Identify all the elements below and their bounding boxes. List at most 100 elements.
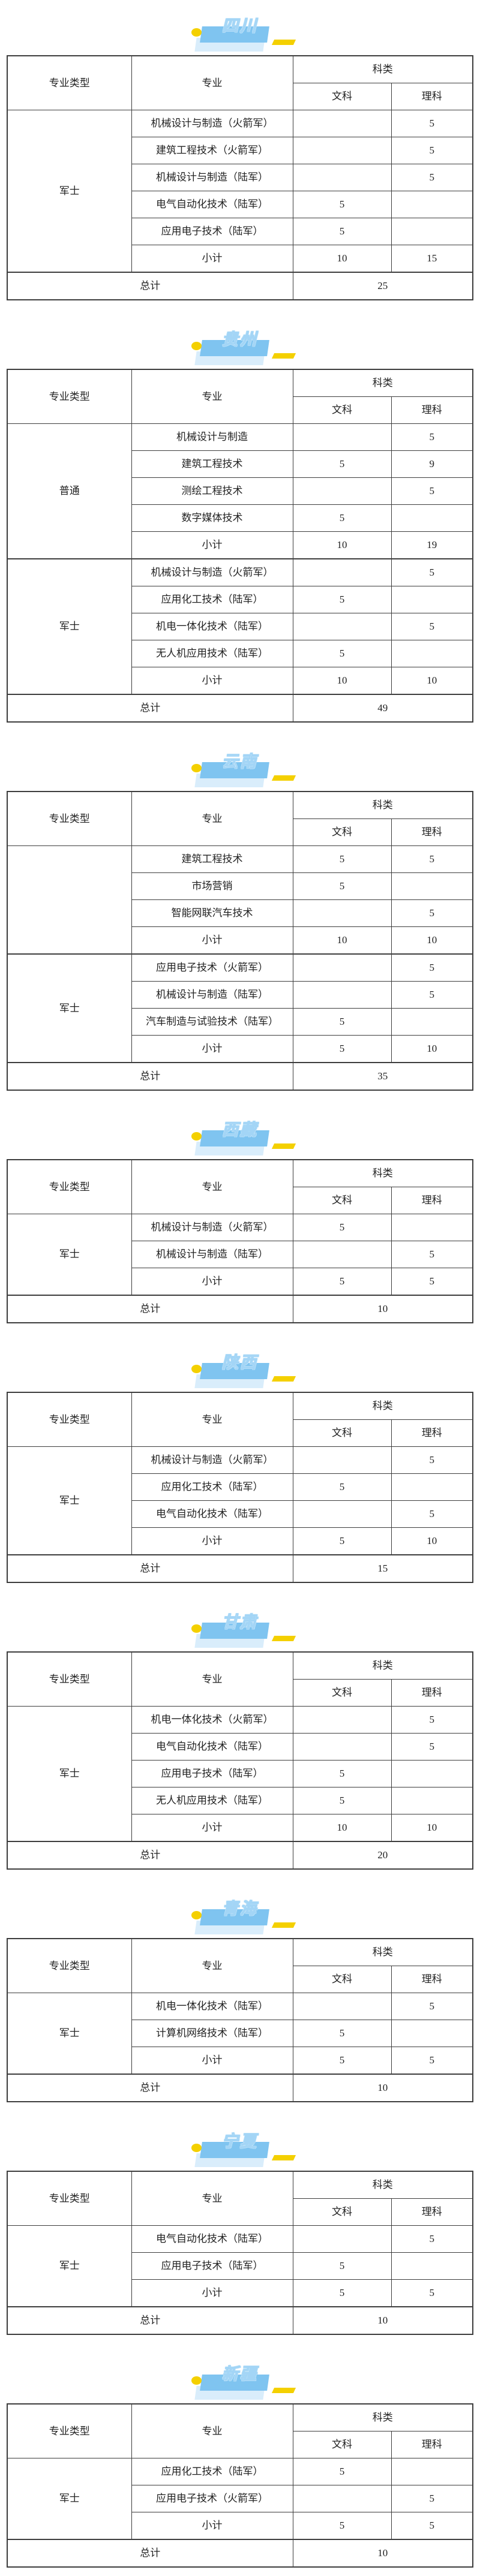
subtotal-row: 小计 10 10	[7, 667, 473, 695]
major-row: 电气自动化技术（陆军） 5	[7, 1733, 473, 1761]
major-cell: 应用电子技术（陆军）	[131, 218, 293, 245]
subtotal-science-cell: 5	[391, 2512, 473, 2540]
science-count-cell: 5	[391, 164, 473, 191]
liberal-arts-count-cell	[292, 477, 392, 505]
major-cell: 建筑工程技术	[131, 845, 293, 873]
subtotal-row: 小计 10 10	[7, 1814, 473, 1842]
col-header-major-type: 专业类型	[7, 55, 132, 110]
province-badge: 四川	[191, 17, 296, 52]
major-cell: 机械设计与制造（火箭军）	[131, 1214, 293, 1241]
subtotal-label: 小计	[131, 2279, 293, 2307]
science-count-cell: 5	[391, 110, 473, 137]
science-count-cell: 5	[391, 981, 473, 1009]
liberal-arts-count-cell: 5	[292, 2252, 392, 2280]
subtotal-label: 小计	[131, 2047, 293, 2075]
badge-dot-icon	[191, 28, 202, 37]
major-cell: 测绘工程技术	[131, 477, 293, 505]
province-badge-label: 贵州	[222, 330, 258, 348]
major-cell: 数字媒体技术	[131, 504, 293, 532]
subtotal-science-cell: 10	[391, 1035, 473, 1063]
major-row: 应用化工技术（陆军） 5	[7, 1473, 473, 1501]
major-cell: 机电一体化技术（陆军）	[131, 1993, 293, 2020]
major-row: 应用电子技术（火箭军） 5	[7, 2485, 473, 2512]
col-header-subject: 科类	[292, 1392, 473, 1420]
liberal-arts-count-cell: 5	[292, 1008, 392, 1036]
major-row: 计算机网络技术（陆军） 5	[7, 2020, 473, 2047]
major-type-cell: 军士	[7, 2225, 132, 2307]
province-badge: 贵州	[191, 330, 296, 365]
col-header-science: 理科	[391, 396, 473, 424]
science-count-cell: 5	[391, 558, 473, 586]
liberal-arts-count-cell: 5	[292, 640, 392, 667]
badge-dot-icon	[191, 2376, 202, 2385]
science-count-cell: 5	[391, 2485, 473, 2512]
major-row: 军士 机电一体化技术（陆军） 5	[7, 1993, 473, 2075]
quota-table: 专业类型 专业 科类 文科 理科 军士 电气自动化技术（陆军） 5 应用电子技术（陆军…	[7, 2171, 473, 2335]
province-badge: 甘肃	[191, 1614, 296, 1648]
province-badge: 西藏	[191, 1121, 296, 1155]
liberal-arts-count-cell: 5	[292, 586, 392, 613]
total-value-cell: 49	[292, 694, 473, 723]
total-row: 总计 35	[7, 1062, 473, 1091]
liberal-arts-count-cell: 5	[292, 191, 392, 218]
table-header-row: 专业类型 专业 科类	[7, 369, 473, 424]
liberal-arts-count-cell	[292, 899, 392, 927]
province-badge-label: 西藏	[222, 1121, 258, 1139]
province-badge-label: 陕西	[222, 1353, 258, 1371]
major-cell: 计算机网络技术（陆军）	[131, 2020, 293, 2047]
subtotal-science-cell: 10	[391, 667, 473, 695]
total-row: 总计 25	[7, 272, 473, 300]
major-cell: 应用电子技术（火箭军）	[131, 2485, 293, 2512]
section-gansu: 甘肃 专业类型 专业 科类 文科 理科 军士 机电一体化技术（火箭军） 5 电气自动化…	[0, 1614, 480, 1870]
science-count-cell	[391, 2458, 473, 2485]
quota-table: 专业类型 专业 科类 文科 理科 军士 机械设计与制造（火箭军） 5 应用化工技术（陆…	[7, 1392, 473, 1583]
province-badge: 宁夏	[191, 2132, 296, 2167]
subtotal-liberal-arts-cell: 5	[292, 1268, 392, 1296]
province-badge-label: 青海	[222, 1900, 258, 1918]
col-header-liberal-arts: 文科	[292, 83, 392, 110]
col-header-subject: 科类	[292, 2171, 473, 2199]
total-value-cell: 10	[292, 2306, 473, 2335]
major-cell: 建筑工程技术	[131, 450, 293, 478]
liberal-arts-count-cell	[292, 1446, 392, 1474]
col-header-major-type: 专业类型	[7, 2403, 132, 2458]
major-type-cell: 军士	[7, 1214, 132, 1296]
total-label: 总计	[7, 1295, 293, 1323]
science-count-cell	[391, 1760, 473, 1787]
province-badge-label: 宁夏	[222, 2132, 258, 2150]
quota-table: 专业类型 专业 科类 文科 理科 建筑工程技术 5 5 市场营销 5 智能网联汽车技术 5 小…	[7, 791, 473, 1091]
science-count-cell	[391, 586, 473, 613]
science-count-cell: 5	[391, 1706, 473, 1734]
total-label: 总计	[7, 2306, 293, 2335]
total-value-cell: 10	[292, 2539, 473, 2568]
liberal-arts-count-cell: 5	[292, 1760, 392, 1787]
major-cell: 无人机应用技术（陆军）	[131, 1787, 293, 1814]
science-count-cell	[391, 1008, 473, 1036]
col-header-major-type: 专业类型	[7, 1392, 132, 1447]
total-value-cell: 25	[292, 272, 473, 300]
col-header-subject: 科类	[292, 1651, 473, 1680]
subtotal-row: 小计 5 10	[7, 1035, 473, 1063]
major-cell: 机械设计与制造（火箭军）	[131, 558, 293, 586]
subtotal-row: 小计 10 19	[7, 531, 473, 559]
total-label: 总计	[7, 1554, 293, 1583]
major-cell: 建筑工程技术（火箭军）	[131, 137, 293, 164]
total-label: 总计	[7, 2539, 293, 2568]
subtotal-label: 小计	[131, 1035, 293, 1063]
subtotal-row: 小计 5 5	[7, 2047, 473, 2075]
table-header-row: 专业类型 专业 科类	[7, 1392, 473, 1447]
total-value-cell: 35	[292, 1062, 473, 1091]
total-row: 总计 10	[7, 2306, 473, 2335]
table-header-row: 专业类型 专业 科类	[7, 55, 473, 110]
science-count-cell	[391, 2020, 473, 2047]
section-guizhou: 贵州 专业类型 专业 科类 文科 理科 普通 机械设计与制造 5 建筑工程技术 5 9 测绘…	[0, 330, 480, 723]
major-cell: 无人机应用技术（陆军）	[131, 640, 293, 667]
total-row: 总计 10	[7, 2539, 473, 2568]
liberal-arts-count-cell	[292, 613, 392, 640]
major-type-cell: 军士	[7, 558, 132, 695]
major-cell: 电气自动化技术（陆军）	[131, 191, 293, 218]
science-count-cell	[391, 191, 473, 218]
quota-table: 专业类型 专业 科类 文科 理科 军士 机械设计与制造（火箭军） 5 机械设计与制造（…	[7, 1159, 473, 1323]
badge-dash-icon	[271, 2155, 296, 2160]
table-subheader-row: 文科 理科	[7, 1419, 473, 1447]
